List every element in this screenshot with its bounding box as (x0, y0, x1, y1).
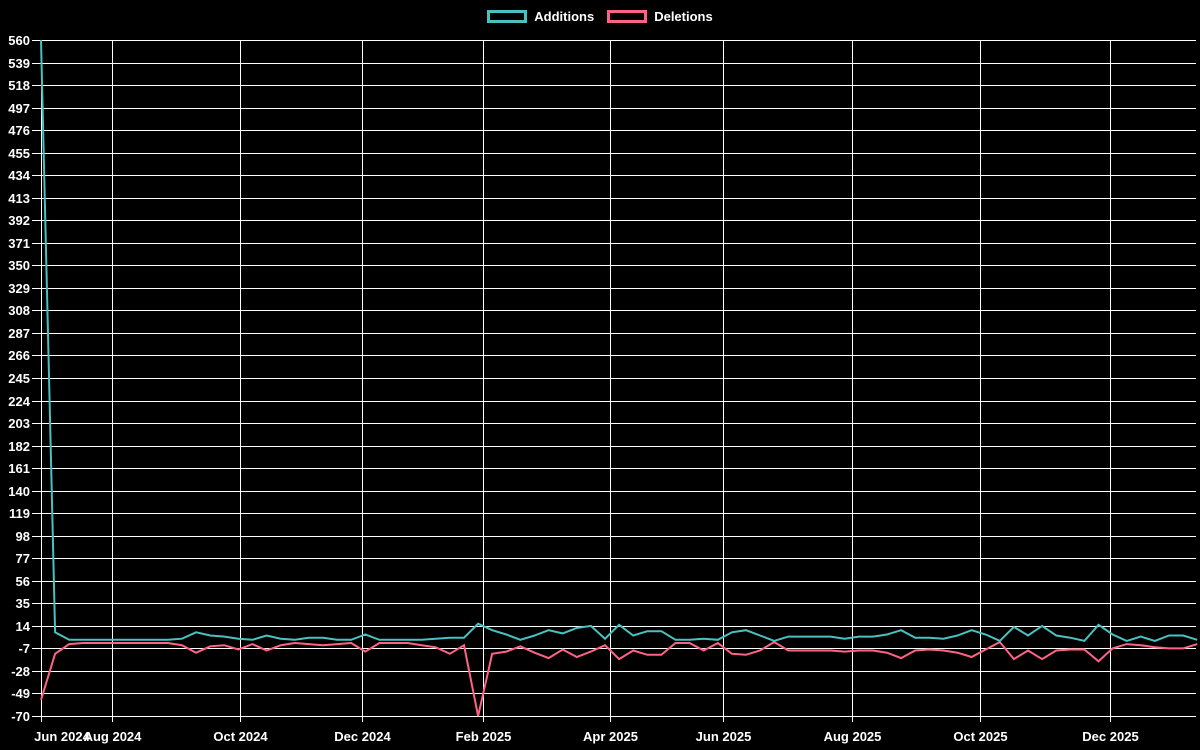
svg-text:Oct 2024: Oct 2024 (213, 729, 268, 744)
svg-text:245: 245 (8, 371, 30, 386)
svg-text:518: 518 (8, 78, 30, 93)
svg-text:476: 476 (8, 123, 30, 138)
svg-text:140: 140 (8, 484, 30, 499)
svg-text:434: 434 (8, 168, 30, 183)
svg-text:Jun 2024: Jun 2024 (34, 729, 90, 744)
svg-text:392: 392 (8, 213, 30, 228)
svg-text:Oct 2025: Oct 2025 (953, 729, 1007, 744)
svg-text:455: 455 (8, 146, 30, 161)
svg-text:56: 56 (16, 574, 30, 589)
svg-text:Dec 2025: Dec 2025 (1082, 729, 1138, 744)
axis-ticks (32, 40, 1111, 722)
svg-text:539: 539 (8, 56, 30, 71)
svg-text:182: 182 (8, 439, 30, 454)
svg-text:Jun 2025: Jun 2025 (696, 729, 752, 744)
additions-line (40, 39, 1198, 643)
deletions-legend-label: Deletions (654, 9, 713, 24)
svg-text:371: 371 (8, 236, 30, 251)
legend-item-additions[interactable]: Additions (487, 9, 594, 24)
svg-text:224: 224 (8, 394, 30, 409)
additions-swatch-icon (487, 10, 528, 23)
svg-text:35: 35 (16, 596, 30, 611)
svg-text:-70: -70 (11, 709, 30, 724)
y-axis-labels: 560 539 518 497 476 455 434 413 392 371 350 329 308 2… (8, 33, 30, 724)
svg-text:Apr 2025: Apr 2025 (583, 729, 638, 744)
svg-text:Dec 2024: Dec 2024 (334, 729, 391, 744)
deletions-swatch-icon (607, 10, 648, 23)
svg-text:-28: -28 (11, 664, 30, 679)
svg-text:-49: -49 (11, 686, 30, 701)
svg-text:Aug 2025: Aug 2025 (824, 729, 882, 744)
svg-text:98: 98 (16, 529, 30, 544)
svg-text:-7: -7 (18, 641, 30, 656)
gridlines (40, 40, 1196, 717)
svg-text:266: 266 (8, 348, 30, 363)
legend-item-deletions[interactable]: Deletions (607, 9, 713, 24)
svg-text:119: 119 (9, 506, 30, 521)
chart-legend: Additions Deletions (0, 9, 1200, 24)
svg-text:350: 350 (8, 258, 30, 273)
svg-text:287: 287 (8, 326, 30, 341)
svg-text:560: 560 (8, 33, 30, 48)
svg-text:77: 77 (16, 551, 30, 566)
svg-text:308: 308 (8, 303, 30, 318)
data-lines (40, 39, 1198, 717)
additions-legend-label: Additions (534, 9, 595, 24)
svg-text:329: 329 (8, 281, 30, 296)
svg-text:Aug 2024: Aug 2024 (84, 729, 143, 744)
svg-text:14: 14 (16, 619, 31, 634)
svg-text:203: 203 (8, 416, 30, 431)
svg-text:161: 161 (8, 461, 30, 476)
svg-text:Feb 2025: Feb 2025 (456, 729, 512, 744)
deletions-line (40, 640, 1198, 717)
svg-text:497: 497 (8, 101, 30, 116)
svg-text:413: 413 (8, 191, 30, 206)
